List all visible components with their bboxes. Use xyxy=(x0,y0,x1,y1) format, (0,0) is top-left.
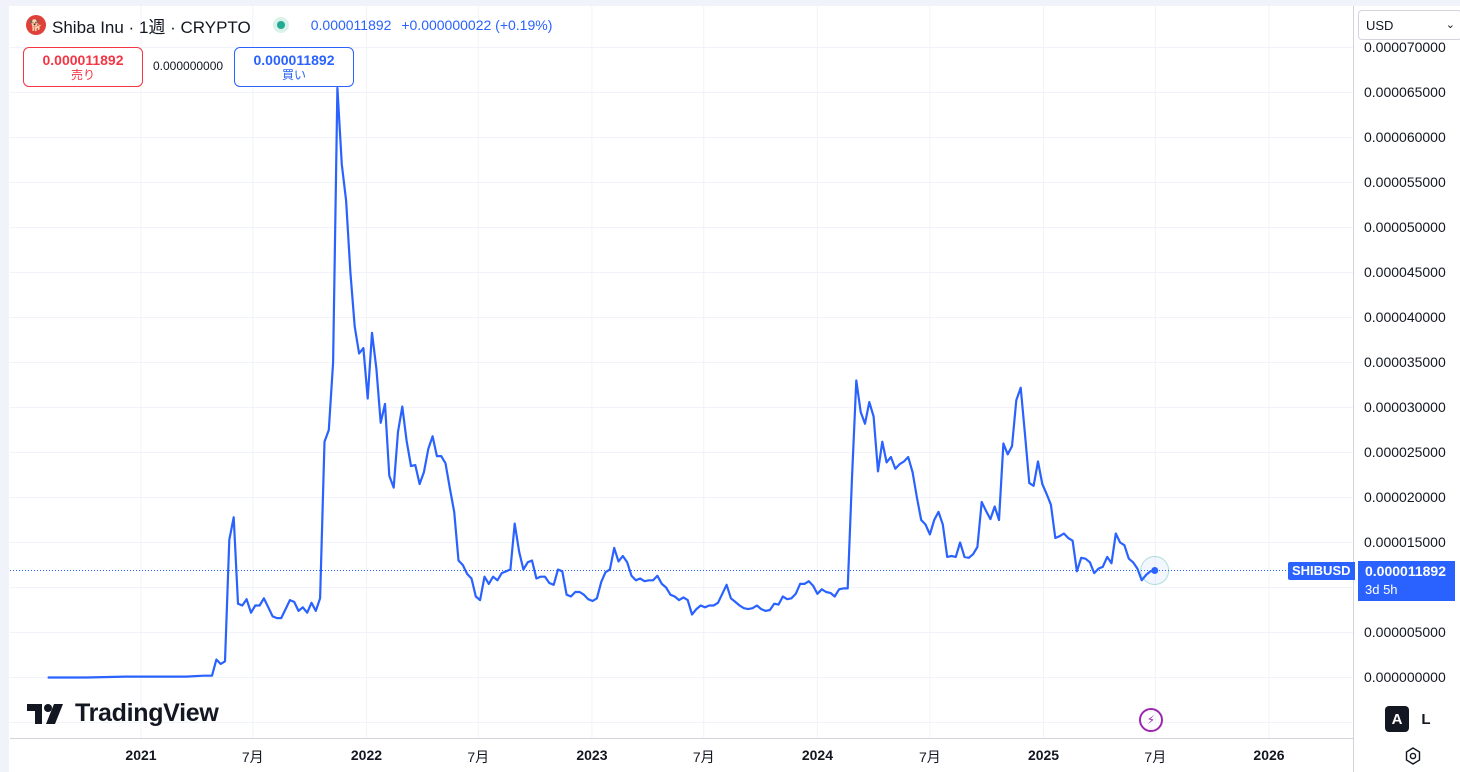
price-axis-tick-label: 0.000050000 xyxy=(1364,218,1446,235)
currency-select[interactable]: USD ⌄ xyxy=(1358,10,1460,40)
bar-countdown: 3d 5h xyxy=(1365,582,1398,597)
last-price-marker-group xyxy=(1140,555,1170,585)
price-axis-tick-label: 0.000055000 xyxy=(1364,173,1446,190)
last-price-tag: 0.000011892 3d 5h xyxy=(1358,561,1455,601)
time-axis-tick-label: 2025 xyxy=(1027,747,1060,763)
chevron-down-icon: ⌄ xyxy=(1445,19,1455,31)
time-axis-tick-label: 7月 xyxy=(241,749,264,765)
market-open-status-icon xyxy=(272,17,289,33)
left-toolbar-edge xyxy=(0,0,9,772)
price-axis-tick-label: 0.000020000 xyxy=(1364,488,1446,505)
price-axis-tick-label: 0.000030000 xyxy=(1364,398,1446,415)
time-axis-tick-label: 2024 xyxy=(801,747,833,763)
time-axis-tick-label: 2023 xyxy=(576,747,608,763)
time-axis-tick-label: 2026 xyxy=(1253,747,1285,763)
price-axis-tick-label: 0.000000000 xyxy=(1364,668,1446,685)
tradingview-logo[interactable]: TradingView xyxy=(27,699,219,728)
auto-scale-button[interactable]: A xyxy=(1385,706,1409,732)
last-price-dot xyxy=(1151,566,1159,574)
symbol-header: 🐕 Shiba Inu · 1週 · CRYPTO 0.000011892 +0… xyxy=(26,13,552,37)
price-axis-tick-label: 0.000070000 xyxy=(1364,38,1446,55)
chart-grid xyxy=(10,6,1353,738)
price-axis-tick-label: 0.000060000 xyxy=(1364,128,1446,145)
price-axis-tick-label: 0.000015000 xyxy=(1364,533,1446,550)
quote-values: 0.000011892 +0.000000022 (+0.19%) xyxy=(311,17,553,33)
buy-price: 0.000011892 xyxy=(253,51,335,68)
time-axis-tick-label: 2021 xyxy=(125,747,157,763)
price-change-value: +0.000000022 (+0.19%) xyxy=(401,17,553,33)
symbol-title[interactable]: Shiba Inu · 1週 · CRYPTO xyxy=(52,17,251,37)
price-axis-tick-label: 0.000045000 xyxy=(1364,263,1446,280)
last-price-value: 0.000011892 xyxy=(310,17,392,33)
last-price-tag-value: 0.000011892 xyxy=(1365,563,1446,579)
tradingview-mark-icon xyxy=(27,703,63,724)
time-axis-tick-label: 2022 xyxy=(350,747,383,763)
top-toolbar-edge xyxy=(9,0,1460,6)
time-axis-tick-label: 7月 xyxy=(918,749,941,765)
shiba-inu-logo-icon: 🐕 xyxy=(26,15,46,35)
price-axis-tick-label: 0.000035000 xyxy=(1364,353,1446,370)
price-axis-tick-label: 0.000040000 xyxy=(1364,308,1446,325)
lightning-event-icon[interactable]: ⚡︎ xyxy=(1139,708,1163,732)
time-axis-tick-label: 7月 xyxy=(692,749,715,765)
time-axis-tick-label: 7月 xyxy=(467,749,490,765)
buy-button[interactable]: 0.000011892 買い xyxy=(234,47,354,87)
sell-price: 0.000011892 xyxy=(42,51,124,68)
sell-button[interactable]: 0.000011892 売り xyxy=(23,47,143,87)
price-axis-tick-label: 0.000025000 xyxy=(1364,443,1446,460)
currency-value: USD xyxy=(1366,17,1394,33)
price-axis-tick-label: 0.000005000 xyxy=(1364,623,1446,640)
spread-value: 0.000000000 xyxy=(153,59,224,73)
symbol-price-tag: SHIBUSD xyxy=(1288,562,1355,580)
price-series xyxy=(47,86,1155,679)
chart-axes xyxy=(10,6,1354,772)
settings-gear-icon[interactable] xyxy=(1403,746,1423,766)
time-axis-tick-label: 7月 xyxy=(1144,749,1167,765)
price-axis-tick-label: 0.000065000 xyxy=(1364,83,1446,100)
sell-label: 売り xyxy=(70,67,95,82)
log-scale-button[interactable]: L xyxy=(1414,706,1438,732)
buy-label: 買い xyxy=(281,67,306,82)
tradingview-logo-text: TradingView xyxy=(75,699,219,727)
price-series-line xyxy=(47,86,1155,679)
